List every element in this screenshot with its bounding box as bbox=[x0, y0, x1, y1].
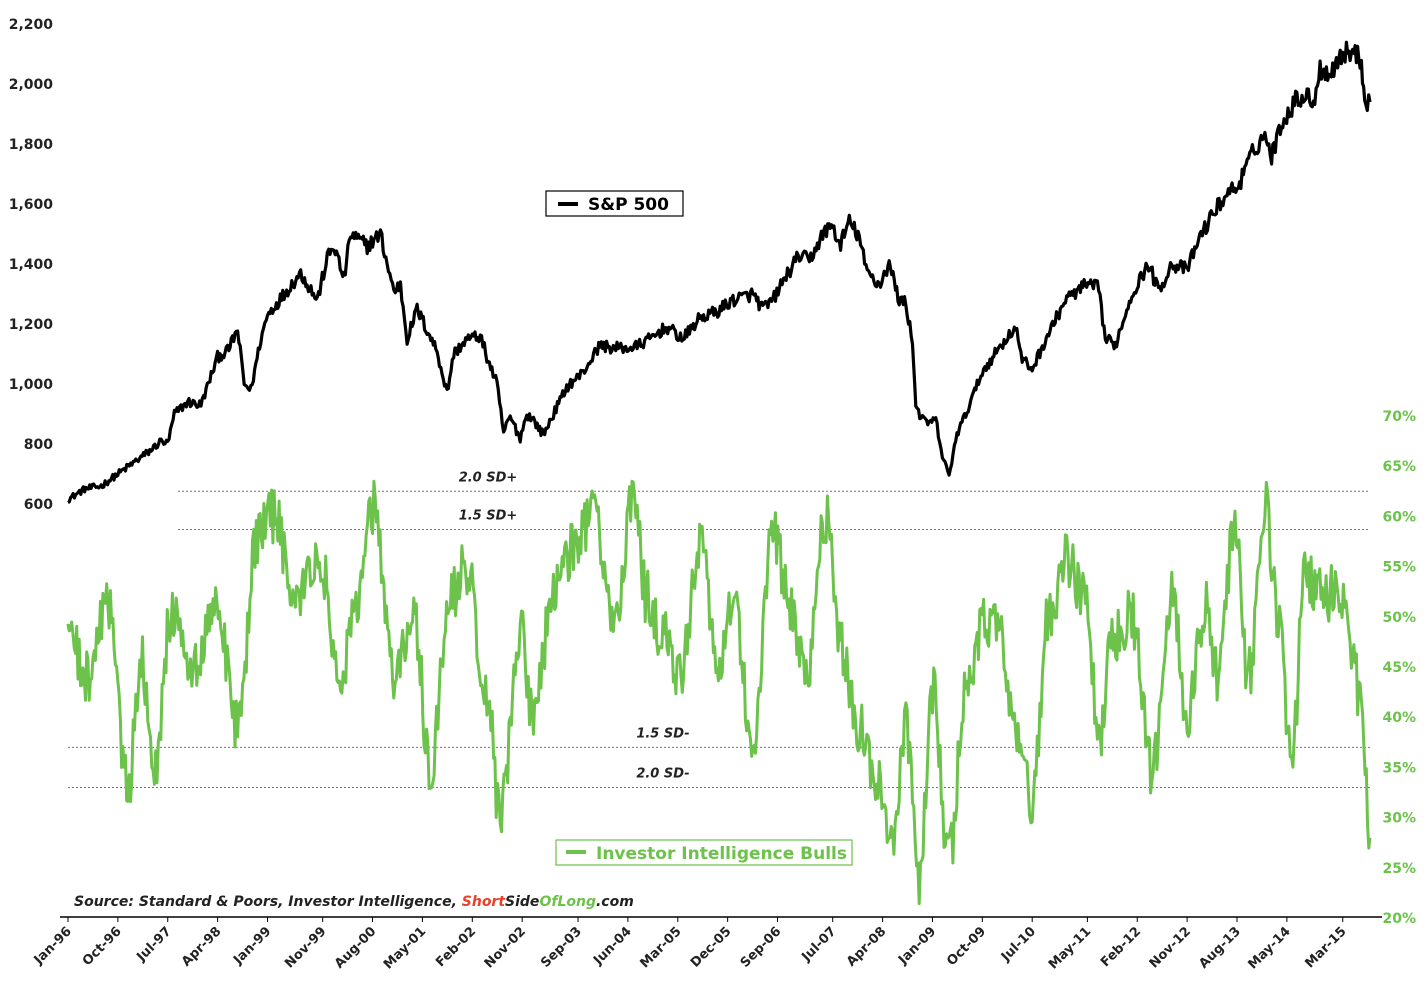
x-tick-label: Jan-99 bbox=[230, 924, 274, 968]
source-suffix: .com bbox=[596, 894, 634, 910]
source-brand-short: Short bbox=[462, 894, 507, 910]
legend-bulls: Investor Intelligence Bulls bbox=[555, 839, 853, 866]
x-tick-label: Aug-13 bbox=[1196, 924, 1243, 971]
left-tick-label: 2,000 bbox=[9, 77, 54, 93]
x-tick-label: Mar-15 bbox=[1302, 924, 1349, 971]
x-axis-ticks: Jan-96 Oct-96 Jul-97 Apr-98 Jan-99 Nov-99 Aug-… bbox=[31, 917, 1350, 973]
right-tick-label: 30% bbox=[1382, 811, 1416, 827]
right-tick-label: 60% bbox=[1382, 509, 1416, 525]
x-tick-label: Sep-03 bbox=[538, 924, 585, 971]
right-tick-label: 45% bbox=[1382, 660, 1416, 676]
left-tick-label: 1,400 bbox=[9, 257, 54, 273]
sd-band-label: 2.0 SD+ bbox=[459, 470, 518, 485]
legend-sp500: S&P 500 bbox=[545, 190, 684, 217]
left-tick-label: 1,600 bbox=[9, 197, 54, 213]
x-tick-label: Oct-96 bbox=[80, 924, 125, 969]
left-tick-label: 2,200 bbox=[9, 17, 54, 33]
x-tick-label: Feb-02 bbox=[433, 924, 479, 970]
right-tick-label: 40% bbox=[1382, 710, 1416, 726]
x-tick-label: Jul-97 bbox=[134, 924, 175, 965]
left-tick-label: 800 bbox=[24, 437, 53, 453]
legend-bulls-label: Investor Intelligence Bulls bbox=[596, 844, 847, 864]
x-tick-label: Apr-98 bbox=[179, 924, 224, 969]
x-tick-label: Mar-05 bbox=[638, 924, 685, 971]
left-axis-ticks: 2,200 2,000 1,800 1,600 1,400 1,200 1,000 800 60… bbox=[9, 17, 54, 513]
bulls-series-layer bbox=[66, 479, 1372, 906]
right-tick-label: 70% bbox=[1382, 409, 1416, 425]
right-tick-label: 65% bbox=[1382, 459, 1416, 475]
x-tick-label: Sep-06 bbox=[738, 924, 785, 971]
x-tick-label: Nov-12 bbox=[1147, 924, 1194, 971]
x-tick-label: Nov-99 bbox=[282, 924, 329, 971]
x-tick-label: May-14 bbox=[1245, 924, 1293, 972]
spx-line bbox=[67, 40, 1372, 504]
right-tick-label: 50% bbox=[1382, 610, 1416, 626]
x-tick-label: Nov-02 bbox=[482, 924, 529, 971]
x-tick-label: Oct-09 bbox=[944, 924, 989, 969]
x-tick-label: Jun-04 bbox=[590, 924, 634, 968]
x-tick-label: Jan-09 bbox=[895, 924, 939, 968]
left-tick-label: 1,000 bbox=[9, 377, 54, 393]
x-tick-label: Jul-10 bbox=[998, 924, 1039, 965]
sd-band-label: 2.0 SD- bbox=[636, 766, 689, 781]
spx-series-layer bbox=[67, 40, 1372, 504]
left-tick-label: 1,800 bbox=[9, 137, 54, 153]
legend-bulls-box bbox=[555, 839, 853, 866]
x-tick-label: May-01 bbox=[381, 924, 429, 972]
x-tick-label: Apr-08 bbox=[844, 924, 889, 969]
source-brand-side: Side bbox=[505, 894, 539, 910]
sd-band-label: 1.5 SD+ bbox=[459, 508, 518, 523]
source-brand-long: Long bbox=[557, 894, 596, 910]
x-tick-label: Jan-96 bbox=[31, 924, 75, 968]
legend-sp500-label: S&P 500 bbox=[588, 195, 669, 215]
x-tick-label: Aug-00 bbox=[332, 924, 379, 971]
bulls-line bbox=[66, 479, 1372, 906]
source-prefix: Source: Standard & Poors, Investor Intel… bbox=[74, 894, 462, 910]
right-tick-label: 20% bbox=[1382, 911, 1416, 927]
source-brand-of: Of bbox=[539, 894, 559, 910]
x-tick-label: Jul-07 bbox=[798, 924, 839, 965]
source-note: Source: Standard & Poors, Investor Intel… bbox=[74, 894, 634, 910]
right-tick-label: 35% bbox=[1382, 760, 1416, 776]
left-tick-label: 1,200 bbox=[9, 317, 54, 333]
right-axis-ticks: 70% 65% 60% 55% 50% 45% 40% 35% 30% 25% 20% bbox=[1382, 409, 1416, 927]
right-tick-label: 55% bbox=[1382, 560, 1416, 576]
x-tick-label: May-11 bbox=[1046, 924, 1094, 972]
left-tick-label: 600 bbox=[24, 497, 53, 513]
x-tick-label: Feb-12 bbox=[1098, 924, 1144, 970]
right-tick-label: 25% bbox=[1382, 861, 1416, 877]
sd-band-label: 1.5 SD- bbox=[636, 726, 689, 741]
x-tick-label: Dec-05 bbox=[688, 924, 735, 971]
